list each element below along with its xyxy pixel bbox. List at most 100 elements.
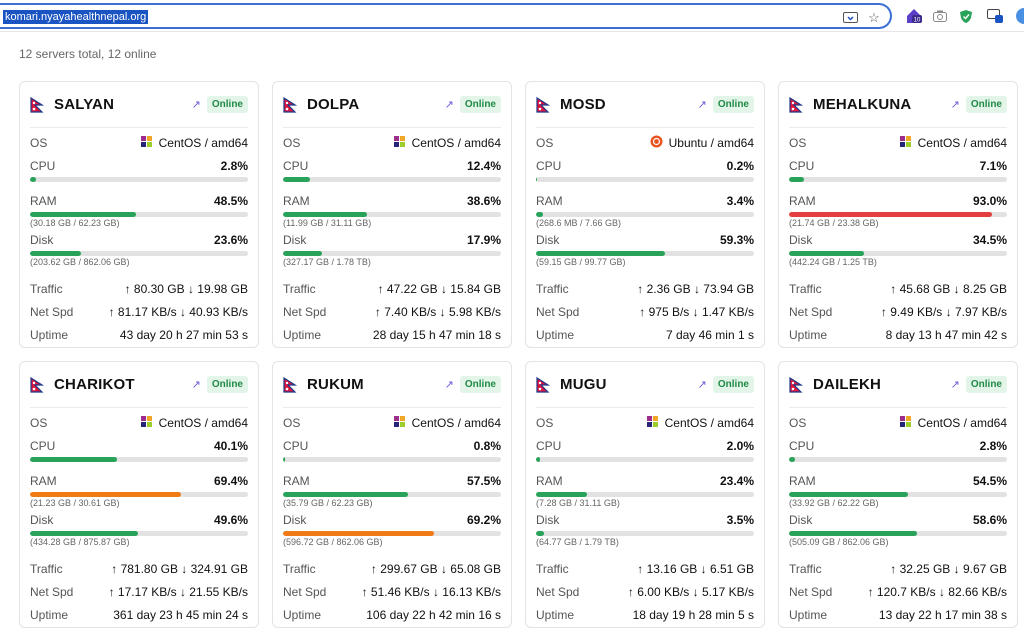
disk-row: Disk 59.3% (536, 231, 754, 249)
server-name[interactable]: MOSD (560, 96, 606, 113)
extension-badge-count: 10 (914, 18, 921, 24)
netspd-row: Net Spd ↑ 6.00 KB/s ↓ 5.17 KB/s (536, 580, 754, 603)
server-card[interactable]: DAILEKH ↗ Online OS CentOS / amd64 CPU 2.8% RAM… (778, 361, 1018, 628)
trend-chart-icon[interactable]: ↗ (191, 379, 201, 391)
ram-value: 38.6% (466, 194, 501, 208)
disk-value: 23.6% (213, 233, 248, 247)
extension-house-icon[interactable]: 10 (905, 7, 923, 25)
trend-chart-icon[interactable]: ↗ (950, 99, 960, 111)
nepal-flag-icon (283, 376, 299, 393)
netspd-row: Net Spd ↑ 81.17 KB/s ↓ 40.93 KB/s (30, 300, 248, 323)
ram-bar-fill (283, 492, 409, 497)
trend-chart-icon[interactable]: ↗ (444, 379, 454, 391)
bookmark-star-icon[interactable]: ☆ (868, 10, 880, 25)
server-card[interactable]: CHARIKOT ↗ Online OS CentOS / amd64 CPU 40.1% R… (19, 361, 259, 628)
ram-label: RAM (30, 474, 57, 488)
disk-value: 58.6% (972, 513, 1007, 527)
traffic-label: Traffic (536, 281, 569, 296)
ram-bar (789, 492, 1007, 497)
cpu-bar (30, 177, 248, 182)
disk-detail: (327.17 GB / 1.78 TB) (283, 257, 371, 267)
status-badge: Online (965, 376, 1007, 393)
server-card[interactable]: MEHALKUNA ↗ Online OS CentOS / amd64 CPU 7.1% R… (778, 81, 1018, 348)
disk-value: 69.2% (466, 513, 501, 527)
centos-icon (899, 135, 912, 151)
trend-chart-icon[interactable]: ↗ (191, 99, 201, 111)
traffic-label: Traffic (30, 281, 63, 296)
cpu-value: 40.1% (213, 439, 248, 453)
trend-chart-icon[interactable]: ↗ (697, 379, 707, 391)
os-label: OS (30, 136, 48, 150)
disk-label: Disk (789, 233, 813, 247)
cpu-row: CPU 0.8% (283, 437, 501, 455)
ram-label: RAM (789, 194, 816, 208)
nepal-flag-icon (30, 96, 46, 113)
traffic-row: Traffic ↑ 32.25 GB ↓ 9.67 GB (789, 557, 1007, 580)
traffic-row: Traffic ↑ 47.22 GB ↓ 15.84 GB (283, 277, 501, 300)
profile-icon[interactable] (1012, 7, 1024, 25)
cpu-row: CPU 12.4% (283, 157, 501, 175)
server-name[interactable]: SALYAN (54, 96, 115, 113)
os-value: CentOS / amd64 (411, 416, 501, 430)
ram-detail: (35.79 GB / 62.23 GB) (283, 498, 373, 508)
cpu-bar-fill (536, 457, 541, 462)
uptime-value: 43 day 20 h 27 min 53 s (119, 327, 248, 342)
address-bar[interactable]: komari.nyayahealthnepal.org ☆ (0, 3, 892, 29)
card-header: DOLPA ↗ Online (283, 82, 501, 128)
install-app-icon[interactable] (842, 10, 858, 26)
ram-detail: (21.23 GB / 30.61 GB) (30, 498, 120, 508)
os-value: CentOS / amd64 (158, 136, 248, 150)
server-card[interactable]: RUKUM ↗ Online OS CentOS / amd64 CPU 0.8% RAM 57… (272, 361, 512, 628)
server-name[interactable]: DOLPA (307, 96, 360, 113)
ram-label: RAM (30, 194, 57, 208)
disk-value: 17.9% (466, 233, 501, 247)
cpu-value: 12.4% (466, 159, 501, 173)
uptime-label: Uptime (789, 607, 828, 622)
trend-chart-icon[interactable]: ↗ (950, 379, 960, 391)
server-name[interactable]: MEHALKUNA (813, 96, 912, 113)
server-name[interactable]: MUGU (560, 376, 607, 393)
server-card[interactable]: MUGU ↗ Online OS CentOS / amd64 CPU 2.0% RAM 23.… (525, 361, 765, 628)
camera-icon[interactable] (931, 7, 949, 25)
traffic-value: ↑ 80.30 GB ↓ 19.98 GB (124, 281, 248, 296)
os-row: OS Ubuntu / amd64 (536, 134, 754, 152)
cpu-bar (536, 457, 754, 462)
ram-value: 23.4% (719, 474, 754, 488)
server-name[interactable]: DAILEKH (813, 376, 882, 393)
traffic-row: Traffic ↑ 80.30 GB ↓ 19.98 GB (30, 277, 248, 300)
server-card[interactable]: SALYAN ↗ Online OS CentOS / amd64 CPU 2.8% RAM 4… (19, 81, 259, 348)
url-text[interactable]: komari.nyayahealthnepal.org (3, 10, 149, 24)
tab-search-icon[interactable] (986, 7, 1004, 25)
cpu-row: CPU 7.1% (789, 157, 1007, 175)
os-row: OS CentOS / amd64 (30, 134, 248, 152)
netspd-row: Net Spd ↑ 120.7 KB/s ↓ 82.66 KB/s (789, 580, 1007, 603)
uptime-value: 13 day 22 h 17 min 38 s (878, 607, 1007, 622)
server-card[interactable]: DOLPA ↗ Online OS CentOS / amd64 CPU 12.4% RAM 3… (272, 81, 512, 348)
disk-detail: (505.09 GB / 862.06 GB) (789, 537, 889, 547)
card-header: MUGU ↗ Online (536, 362, 754, 408)
ram-label: RAM (536, 194, 563, 208)
trend-chart-icon[interactable]: ↗ (697, 99, 707, 111)
uptime-value: 106 day 22 h 42 min 16 s (366, 607, 501, 622)
disk-row: Disk 69.2% (283, 511, 501, 529)
netspd-label: Net Spd (789, 584, 833, 599)
uptime-row: Uptime 13 day 22 h 17 min 38 s (789, 603, 1007, 626)
server-name[interactable]: CHARIKOT (54, 376, 135, 393)
netspd-row: Net Spd ↑ 9.49 KB/s ↓ 7.97 KB/s (789, 300, 1007, 323)
disk-bar-fill (283, 251, 323, 256)
shield-icon[interactable] (957, 7, 975, 25)
disk-value: 3.5% (726, 513, 754, 527)
server-name[interactable]: RUKUM (307, 376, 364, 393)
ram-bar-fill (789, 492, 908, 497)
traffic-value: ↑ 299.67 GB ↓ 65.08 GB (370, 561, 501, 576)
ram-label: RAM (283, 194, 310, 208)
trend-chart-icon[interactable]: ↗ (444, 99, 454, 111)
status-badge: Online (965, 96, 1007, 113)
uptime-row: Uptime 106 day 22 h 42 min 16 s (283, 603, 501, 626)
ram-label: RAM (789, 474, 816, 488)
uptime-row: Uptime 8 day 13 h 47 min 42 s (789, 323, 1007, 346)
server-card[interactable]: MOSD ↗ Online OS Ubuntu / amd64 CPU 0.2% RAM 3.4… (525, 81, 765, 348)
card-header: DAILEKH ↗ Online (789, 362, 1007, 408)
ram-bar-fill (30, 492, 182, 497)
netspd-value: ↑ 51.46 KB/s ↓ 16.13 KB/s (361, 584, 501, 599)
